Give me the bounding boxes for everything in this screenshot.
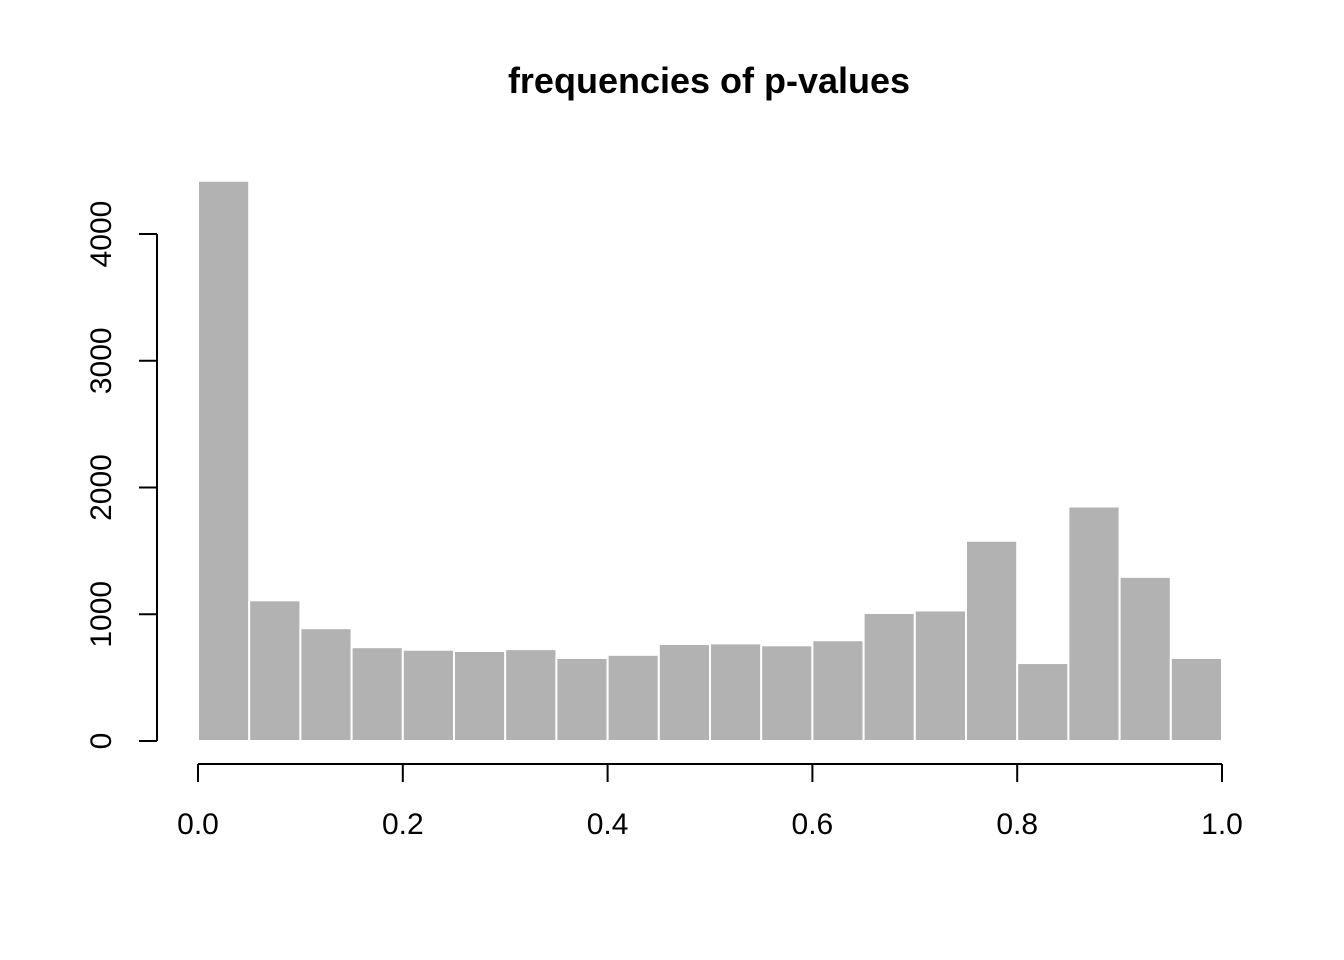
histogram-bar (862, 611, 916, 742)
x-tick-label: 1.0 (1201, 808, 1243, 841)
histogram-bar (913, 609, 967, 743)
y-tick-label: 4000 (85, 201, 118, 268)
histogram-bar (811, 639, 865, 743)
histogram-bar (197, 179, 251, 742)
histogram-bar (299, 627, 353, 743)
histogram-bar (504, 648, 558, 743)
x-tick-label: 0.6 (792, 808, 834, 841)
x-tick-label: 0.2 (382, 808, 424, 841)
y-tick-label: 2000 (85, 454, 118, 521)
histogram-bar (555, 656, 609, 743)
histogram-bar (1016, 662, 1070, 743)
histogram-bars (197, 179, 1224, 743)
histogram-bar (606, 653, 660, 742)
histogram-bar (1169, 656, 1224, 743)
x-tick-label: 0.0 (177, 808, 219, 841)
histogram-bar (453, 650, 507, 743)
chart-title: frequencies of p-values (508, 60, 910, 101)
histogram-bar (401, 648, 455, 742)
histogram-bar (1067, 505, 1121, 743)
histogram-bar (965, 539, 1019, 742)
histogram-bar (350, 646, 404, 743)
x-tick-label: 0.8 (996, 808, 1038, 841)
y-axis: 0 1000 2000 3000 4000 (85, 201, 158, 750)
x-tick-label: 0.4 (587, 808, 629, 841)
y-tick-label: 3000 (85, 327, 118, 394)
y-tick-label: 1000 (85, 581, 118, 648)
histogram-bar (709, 642, 763, 743)
histogram-bar (760, 644, 814, 743)
x-axis: 0.0 0.2 0.4 0.6 0.8 1.0 (177, 763, 1243, 841)
histogram-bar (657, 643, 711, 743)
histogram-bar (1118, 575, 1172, 743)
y-tick-label: 0 (85, 733, 118, 750)
histogram-bar (248, 599, 302, 742)
